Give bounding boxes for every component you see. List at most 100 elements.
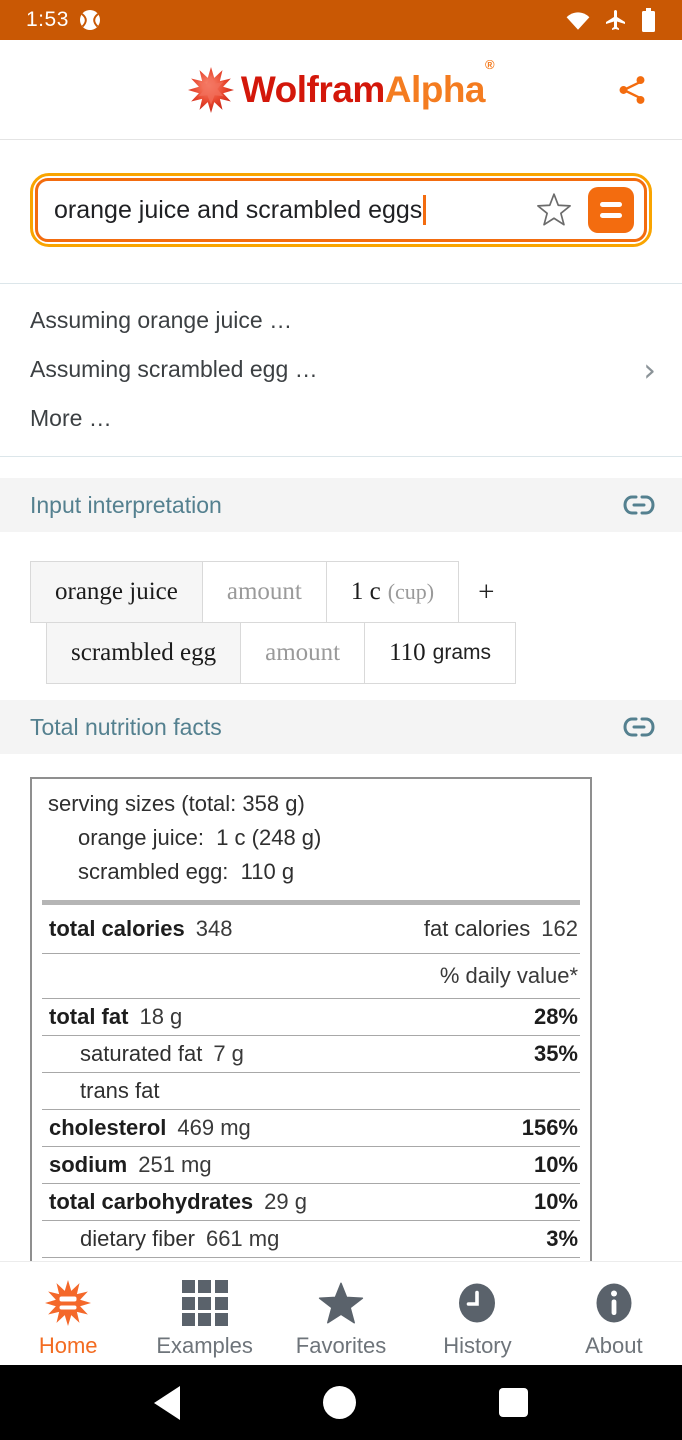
assumption-orange-juice[interactable]: Assuming orange juice …: [0, 296, 682, 345]
nutrition-row-cholesterol: cholesterol 469 mg 156%: [32, 1110, 590, 1146]
row-value: 18 g: [139, 1004, 183, 1029]
nav-label: History: [443, 1333, 512, 1358]
nav-item-favorites[interactable]: Favorites: [273, 1262, 409, 1365]
nutrition-row-saturated-fat: saturated fat 7 g 35%: [32, 1036, 590, 1072]
calories-row: total calories 348 fat calories 162: [32, 905, 590, 953]
back-icon[interactable]: [154, 1385, 180, 1420]
clock-time: 1:53: [26, 8, 69, 31]
wolfram-spikey-icon: [45, 1280, 92, 1326]
row-percent: 10%: [533, 1189, 578, 1214]
row-divider: [42, 1220, 580, 1221]
add-item-button[interactable]: +: [478, 575, 495, 608]
nutrition-row-total-fat: total fat 18 g 28%: [32, 999, 590, 1035]
row-percent: 28%: [533, 1004, 578, 1029]
assumption-label: More …: [30, 405, 112, 431]
share-button[interactable]: [610, 68, 654, 112]
search-section: orange juice and scrambled eggs: [0, 140, 682, 283]
serving-size-item: scrambled egg: 110 g: [78, 859, 295, 884]
daily-value-note: % daily value*: [439, 963, 578, 988]
favorite-star-button[interactable]: [536, 192, 572, 228]
search-box: orange juice and scrambled eggs: [35, 178, 647, 242]
amount-unit: grams: [432, 641, 492, 664]
row-label: total fat: [49, 1004, 129, 1029]
bottom-navigation: Home Examples Favorites History: [0, 1261, 682, 1365]
interpretation-row: scrambled egg amount 110 grams: [46, 622, 682, 684]
row-divider: [42, 1257, 580, 1258]
row-divider: [42, 1146, 580, 1147]
home-circle-icon[interactable]: [323, 1386, 356, 1419]
row-percent: 156%: [521, 1115, 578, 1140]
pod-title: Total nutrition facts: [30, 713, 222, 740]
sports-ball-icon: [79, 9, 101, 31]
amount-value-cell[interactable]: 110 grams: [364, 622, 517, 684]
recent-apps-icon[interactable]: [499, 1388, 528, 1417]
nav-item-home[interactable]: Home: [0, 1262, 136, 1365]
nutrition-facts-table: serving sizes (total: 358 g) orange juic…: [30, 777, 592, 1333]
nav-label: Favorites: [295, 1333, 387, 1358]
row-divider: [42, 1183, 580, 1184]
star-outline-icon: [537, 193, 571, 226]
assumption-scrambled-egg[interactable]: Assuming scrambled egg … ›: [0, 345, 682, 394]
compute-button[interactable]: [588, 187, 634, 233]
grid-icon: [181, 1280, 228, 1326]
row-value: 7 g: [213, 1041, 244, 1066]
assumptions-panel: Assuming orange juice … Assuming scrambl…: [0, 283, 682, 457]
total-calories-label: total calories: [49, 916, 185, 941]
row-value: 661 mg: [205, 1226, 280, 1251]
share-icon: [619, 75, 645, 104]
thick-divider: [42, 900, 580, 905]
serving-sizes-total: serving sizes (total: 358 g): [48, 791, 305, 816]
brand-wolfram: Wolfram: [240, 68, 385, 110]
food-name-cell[interactable]: orange juice: [30, 561, 203, 623]
nutrition-row-total-carbohydrates: total carbohydrates 29 g 10%: [32, 1184, 590, 1220]
assumption-more[interactable]: More …: [0, 394, 682, 443]
row-label: trans fat: [80, 1078, 160, 1103]
search-input[interactable]: orange juice and scrambled eggs: [54, 195, 532, 225]
row-percent: 10%: [533, 1152, 578, 1177]
row-divider: [42, 1072, 580, 1073]
link-icon[interactable]: [623, 716, 655, 738]
nav-label: Examples: [156, 1333, 253, 1358]
row-divider: [42, 1109, 580, 1110]
nav-label: Home: [38, 1333, 98, 1358]
total-calories-value: 348: [195, 916, 233, 941]
brand-alpha: Alpha: [384, 68, 486, 110]
row-percent: 3%: [546, 1226, 578, 1251]
star-icon: [318, 1282, 364, 1324]
nav-item-history[interactable]: History: [409, 1262, 545, 1365]
android-navigation-bar: [0, 1365, 682, 1440]
clock-icon: [459, 1283, 496, 1323]
link-icon[interactable]: [623, 494, 655, 516]
spikey-logo-icon: [187, 66, 234, 113]
fat-calories-value: 162: [541, 916, 578, 941]
amount-placeholder: amount: [265, 639, 341, 666]
row-label: total carbohydrates: [49, 1189, 254, 1214]
row-label: cholesterol: [49, 1115, 167, 1140]
search-query-text: orange juice and scrambled eggs: [54, 196, 423, 224]
nav-item-about[interactable]: About: [546, 1262, 682, 1365]
registered-mark: ®: [485, 56, 495, 72]
amount-value: 1 c: [350, 578, 381, 605]
row-value: 469 mg: [177, 1115, 251, 1140]
pod-title: Input interpretation: [30, 491, 222, 518]
interpretation-row: orange juice amount 1 c (cup) +: [30, 561, 682, 623]
info-icon: [596, 1283, 632, 1323]
nav-item-examples[interactable]: Examples: [136, 1262, 272, 1365]
fat-calories-label: fat calories: [423, 916, 531, 941]
row-value: 29 g: [264, 1189, 307, 1214]
spacer: [0, 457, 682, 478]
food-name-cell[interactable]: scrambled egg: [46, 622, 242, 684]
row-label: saturated fat: [80, 1041, 203, 1066]
chevron-right-icon[interactable]: ›: [643, 350, 656, 389]
airplane-icon: [606, 10, 625, 30]
row-label: dietary fiber: [80, 1226, 195, 1251]
amount-value-cell[interactable]: 1 c (cup): [325, 561, 460, 623]
assumption-label: Assuming orange juice …: [30, 307, 293, 333]
amount-field-cell[interactable]: amount: [240, 622, 366, 684]
battery-icon: [642, 8, 655, 32]
amount-placeholder: amount: [226, 578, 302, 605]
app-header: WolframAlpha®: [0, 40, 682, 140]
nutrition-pod: serving sizes (total: 358 g) orange juic…: [0, 754, 682, 1333]
assumption-label: Assuming scrambled egg …: [30, 356, 318, 382]
amount-field-cell[interactable]: amount: [201, 561, 327, 623]
